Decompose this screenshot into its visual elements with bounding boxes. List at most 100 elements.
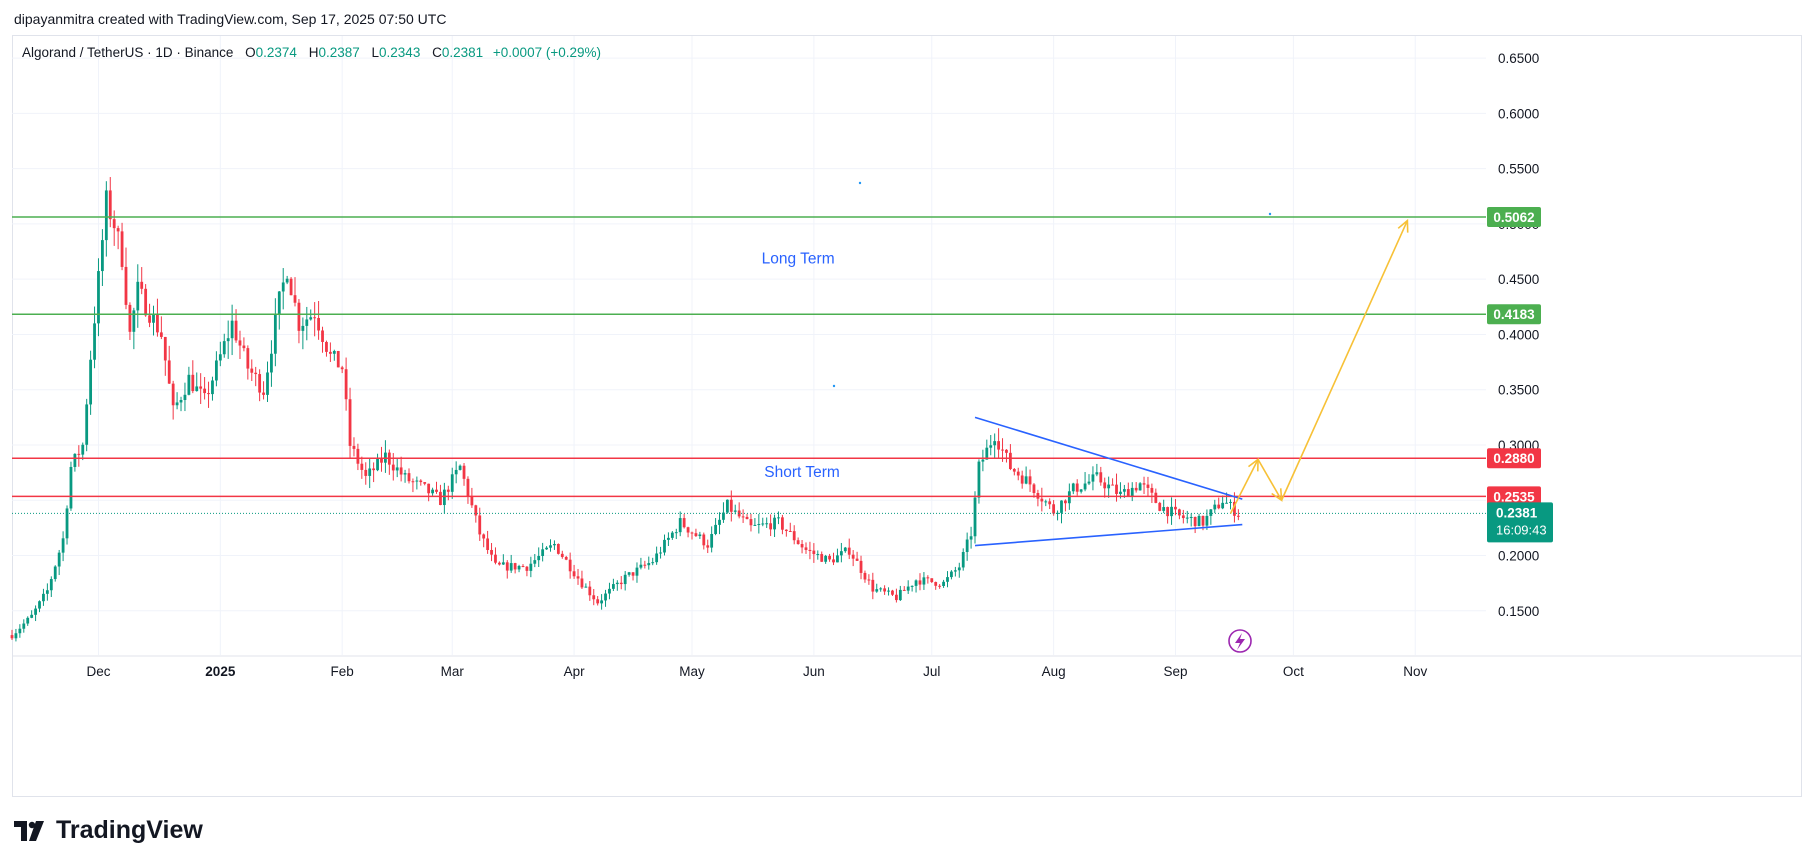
candle bbox=[1091, 466, 1095, 491]
candle-body bbox=[1122, 489, 1126, 492]
candle-body bbox=[309, 317, 313, 320]
candle-body bbox=[85, 404, 89, 445]
candle-body bbox=[725, 499, 729, 513]
candle bbox=[1087, 474, 1091, 486]
candle bbox=[470, 487, 474, 508]
candle bbox=[887, 587, 890, 596]
candle bbox=[1229, 499, 1232, 510]
candle-body bbox=[910, 585, 914, 587]
candle-body bbox=[1056, 512, 1059, 514]
candle bbox=[816, 550, 820, 560]
candle-body bbox=[608, 588, 611, 594]
candle-body bbox=[462, 465, 466, 479]
candle-body bbox=[1221, 502, 1225, 509]
candle-body bbox=[368, 468, 372, 476]
candle bbox=[1126, 482, 1130, 497]
symbol-title[interactable]: Algorand / TetherUS · 1D · Binance bbox=[22, 45, 234, 60]
candle bbox=[1142, 476, 1146, 495]
candle bbox=[568, 552, 572, 579]
candle-body bbox=[30, 614, 34, 618]
candle bbox=[596, 596, 600, 606]
candle bbox=[439, 484, 442, 506]
candle bbox=[592, 589, 596, 606]
candle-body bbox=[1158, 502, 1162, 511]
candle bbox=[167, 345, 171, 384]
candle bbox=[627, 571, 631, 577]
candle-body bbox=[843, 547, 847, 552]
y-tick-label: 0.6000 bbox=[1498, 106, 1539, 121]
candle-body bbox=[1016, 471, 1020, 476]
candle-body bbox=[828, 555, 831, 560]
candle-body bbox=[179, 399, 183, 403]
candle bbox=[22, 619, 26, 633]
candle-body bbox=[887, 590, 890, 592]
candle bbox=[1221, 495, 1225, 510]
candle-body bbox=[238, 340, 242, 346]
candle bbox=[387, 449, 391, 475]
candle-body bbox=[977, 461, 981, 498]
candle bbox=[258, 369, 262, 402]
candle-body bbox=[796, 540, 800, 545]
candle-body bbox=[824, 555, 828, 562]
candle bbox=[718, 512, 721, 535]
candle-body bbox=[313, 317, 317, 319]
candle-body bbox=[615, 582, 619, 585]
candle bbox=[655, 546, 659, 565]
lightning-event-icon[interactable] bbox=[1228, 629, 1252, 653]
candle-body bbox=[38, 601, 41, 609]
candle bbox=[611, 578, 615, 592]
candle-body bbox=[152, 314, 155, 323]
candle-body bbox=[1095, 472, 1099, 475]
candle-body bbox=[1119, 491, 1122, 494]
candle-body bbox=[167, 360, 171, 384]
candle bbox=[769, 514, 773, 537]
trendline bbox=[974, 523, 1243, 547]
candle-body bbox=[1146, 484, 1150, 488]
candle bbox=[415, 476, 419, 490]
candle bbox=[694, 528, 698, 538]
candle bbox=[376, 453, 379, 472]
tradingview-logo[interactable]: TradingView bbox=[14, 816, 203, 845]
candle bbox=[851, 550, 855, 567]
candle bbox=[722, 502, 725, 523]
marker-dot bbox=[1268, 212, 1272, 216]
candle bbox=[690, 531, 694, 540]
candle bbox=[490, 542, 493, 562]
candle-body bbox=[1166, 507, 1170, 517]
candle-body bbox=[348, 399, 352, 446]
candle bbox=[706, 539, 710, 554]
candle bbox=[934, 581, 938, 590]
candle-body bbox=[525, 566, 529, 571]
low-value: 0.2343 bbox=[379, 45, 421, 60]
candle-body bbox=[1020, 475, 1024, 484]
candle-body bbox=[549, 545, 552, 548]
candle-body bbox=[800, 544, 804, 548]
candle bbox=[564, 555, 568, 561]
candle-body bbox=[1032, 484, 1036, 494]
candle bbox=[478, 507, 482, 541]
candle bbox=[498, 561, 501, 566]
candle-body bbox=[517, 566, 521, 570]
candle-body bbox=[328, 351, 332, 354]
candle-body bbox=[576, 576, 580, 579]
candle-body bbox=[942, 581, 945, 586]
candle bbox=[1158, 501, 1162, 512]
candle-body bbox=[364, 469, 368, 476]
level-badge bbox=[1487, 486, 1541, 507]
candle bbox=[545, 546, 548, 550]
candle-body bbox=[678, 518, 682, 533]
candle bbox=[277, 290, 281, 330]
candle bbox=[89, 350, 93, 415]
candle bbox=[1012, 468, 1016, 476]
candle-body bbox=[144, 288, 148, 316]
level-badge-label: 0.5062 bbox=[1493, 210, 1534, 225]
candle-body bbox=[22, 623, 26, 629]
ohlc-legend: Algorand / TetherUS · 1D · Binance O0.23… bbox=[22, 45, 601, 60]
candle-body bbox=[1233, 501, 1236, 516]
candle-body bbox=[993, 441, 997, 446]
candle-body bbox=[898, 589, 902, 601]
candle bbox=[104, 181, 108, 257]
candle bbox=[1060, 500, 1063, 524]
candle-body bbox=[556, 543, 560, 554]
